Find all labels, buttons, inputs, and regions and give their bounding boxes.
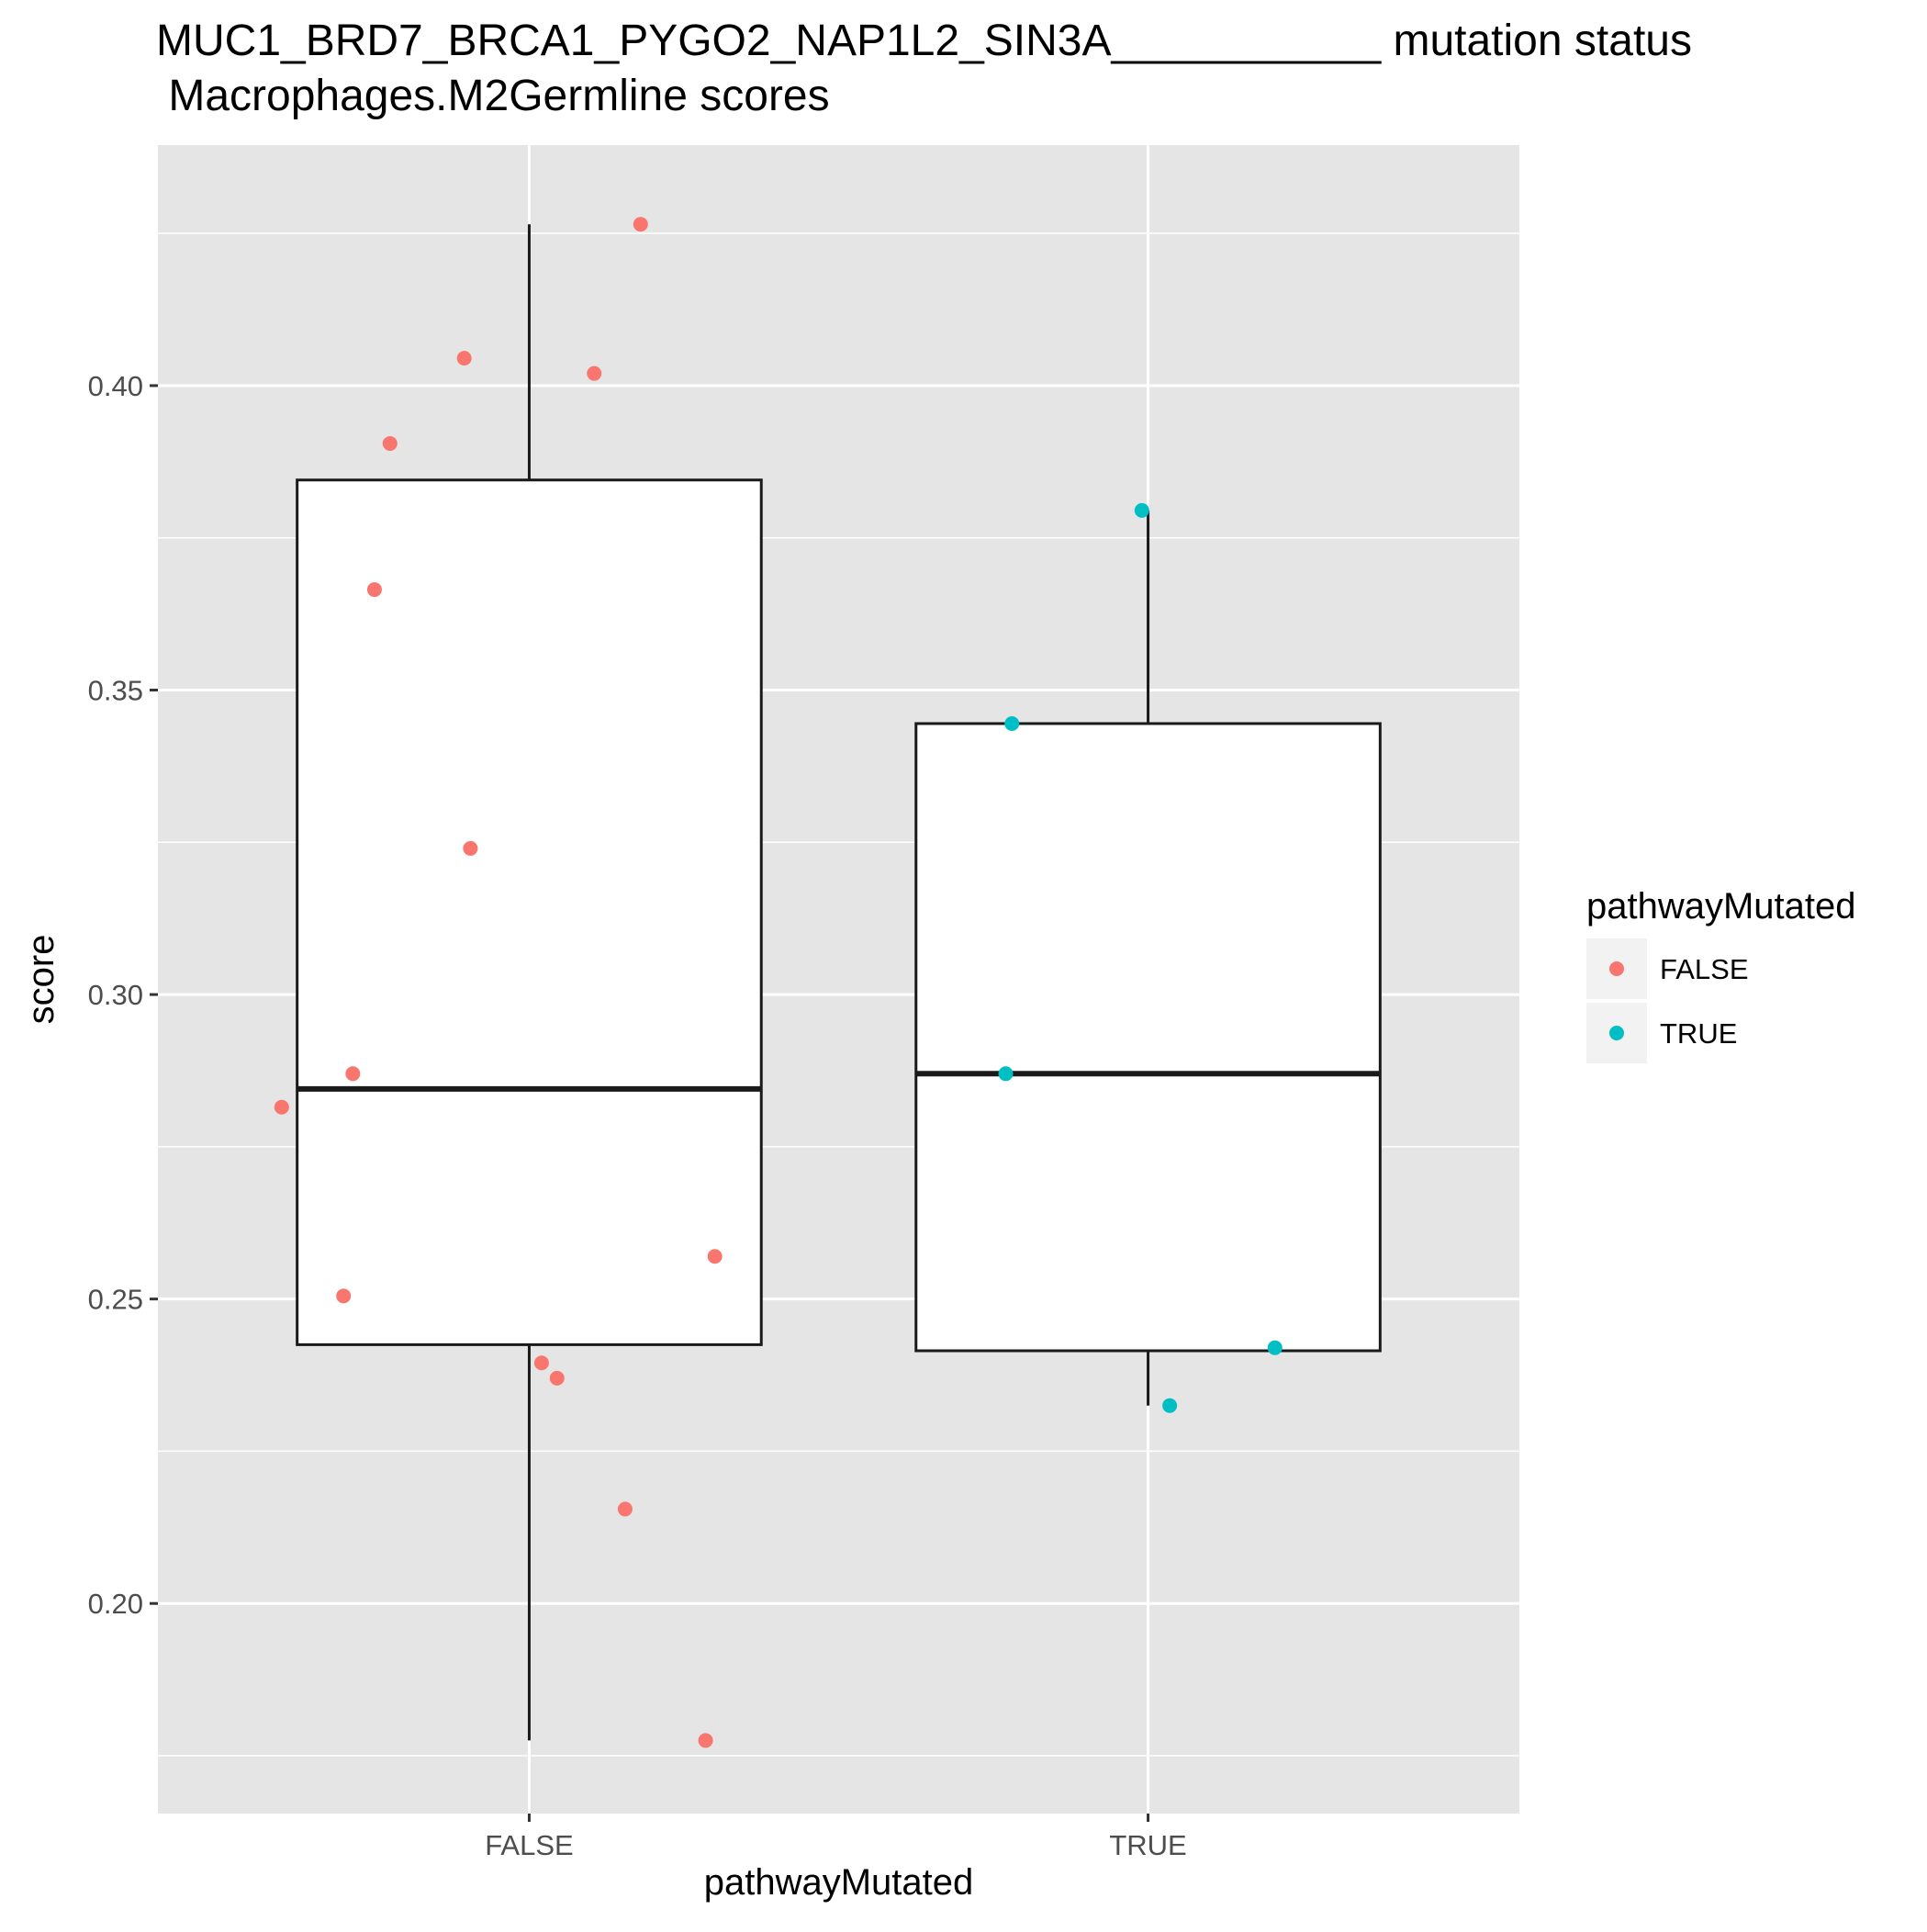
legend-label: FALSE <box>1660 953 1749 985</box>
data-point-false <box>336 1288 352 1304</box>
y-tick-label: 0.25 <box>88 1284 143 1316</box>
axes: 0.20 0.25 0.30 0.35 0.40 FALSE TRUE <box>88 370 1187 1861</box>
data-point-false <box>382 435 398 451</box>
legend: pathwayMutated FALSE TRUE <box>1586 886 1856 1063</box>
box-iqr <box>914 722 1382 1353</box>
data-point-false <box>366 582 382 598</box>
box-true <box>914 510 1382 1406</box>
data-point-false <box>587 365 602 381</box>
chart-subtitle: Macrophages.M2Germline scores <box>156 72 830 120</box>
data-point-false <box>617 1501 633 1517</box>
y-tick-label: 0.35 <box>88 675 143 707</box>
chart-title: MUC1_BRD7_BRCA1_PYGO2_NAP1L2_SIN3A______… <box>156 17 1692 65</box>
legend-items: FALSE TRUE <box>1586 938 1749 1063</box>
data-point-false <box>698 1733 713 1748</box>
x-axis-title: pathwayMutated <box>704 1862 974 1903</box>
legend-key-true <box>1609 1026 1624 1040</box>
data-point-false <box>549 1370 565 1386</box>
data-point-false <box>633 217 648 232</box>
data-point-true <box>998 1066 1014 1082</box>
data-point-false <box>707 1249 723 1264</box>
y-axis-title: score <box>21 935 62 1025</box>
data-point-false <box>533 1355 549 1371</box>
y-tick-label: 0.40 <box>88 370 143 402</box>
data-point-false <box>456 351 472 366</box>
box-iqr <box>296 478 763 1346</box>
data-point-true <box>1267 1340 1283 1355</box>
data-point-true <box>1004 715 1020 731</box>
legend-key-false <box>1609 961 1624 976</box>
box-false <box>296 224 763 1741</box>
data-point-true <box>1162 1398 1178 1413</box>
legend-label: TRUE <box>1660 1017 1737 1050</box>
data-points <box>274 217 1283 1748</box>
data-point-false <box>463 840 478 856</box>
data-point-true <box>1134 502 1149 518</box>
data-point-false <box>345 1066 361 1082</box>
y-tick-label: 0.30 <box>88 979 143 1011</box>
x-tick-label: FALSE <box>485 1829 574 1861</box>
boxes <box>296 224 1382 1741</box>
x-tick-label: TRUE <box>1109 1829 1186 1861</box>
data-point-false <box>274 1099 289 1115</box>
y-tick-label: 0.20 <box>88 1588 143 1620</box>
legend-title: pathwayMutated <box>1586 886 1856 927</box>
